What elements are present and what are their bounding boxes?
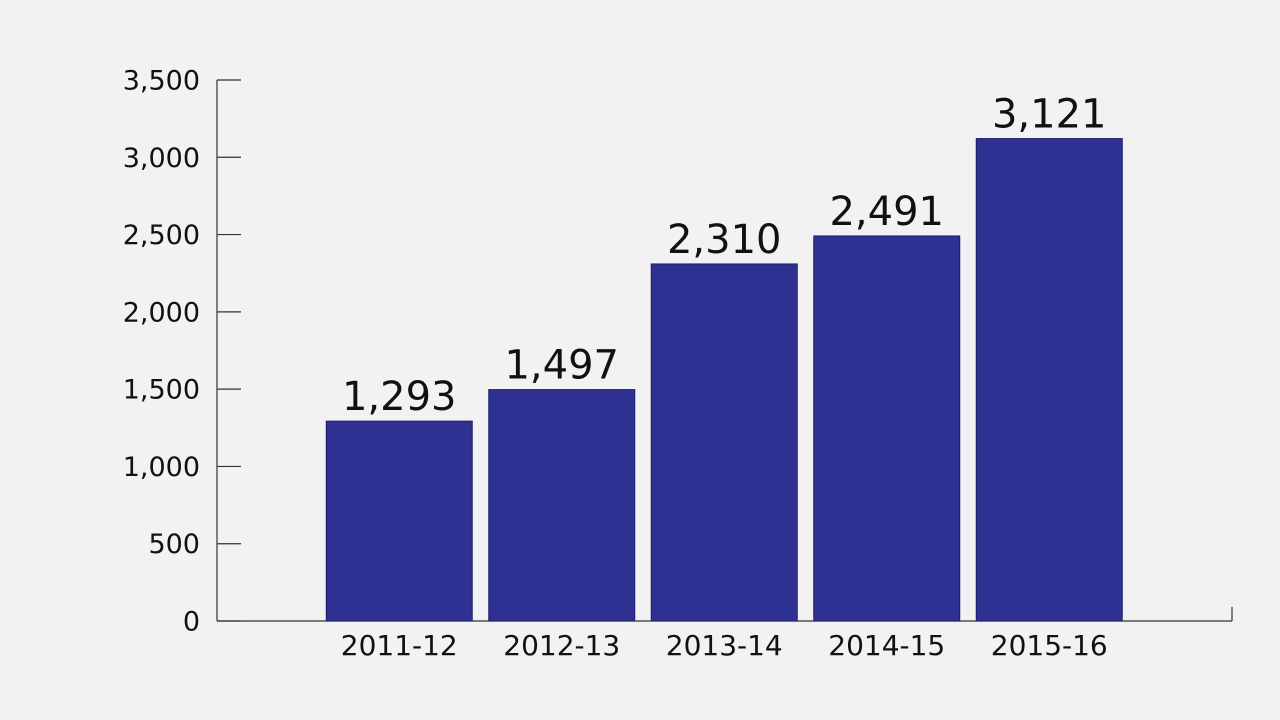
y-tick-label: 2,500 [123,220,200,251]
y-tick-label: 500 [148,529,200,560]
x-tick-label: 2015-16 [991,629,1108,662]
value-label: 3,121 [992,92,1107,138]
x-tick-label: 2013-14 [666,629,783,662]
bar [813,235,961,622]
x-tick-label: 2014-15 [828,629,945,662]
y-tick-label: 0 [183,607,200,638]
y-tick-label: 1,000 [123,452,200,483]
value-label: 1,293 [342,374,457,420]
bar [488,389,636,622]
x-tick-label: 2011-12 [341,629,458,662]
bar [975,138,1123,622]
y-tick-label: 3,500 [123,66,200,97]
y-tick-label: 1,500 [123,375,200,406]
y-tick-label: 3,000 [123,143,200,174]
x-tick-label: 2012-13 [503,629,620,662]
value-label: 2,310 [667,217,782,263]
y-tick-label: 2,000 [123,297,200,328]
value-label: 1,497 [504,343,619,389]
bar [650,263,798,622]
bar [325,420,473,622]
value-label: 2,491 [829,189,944,235]
